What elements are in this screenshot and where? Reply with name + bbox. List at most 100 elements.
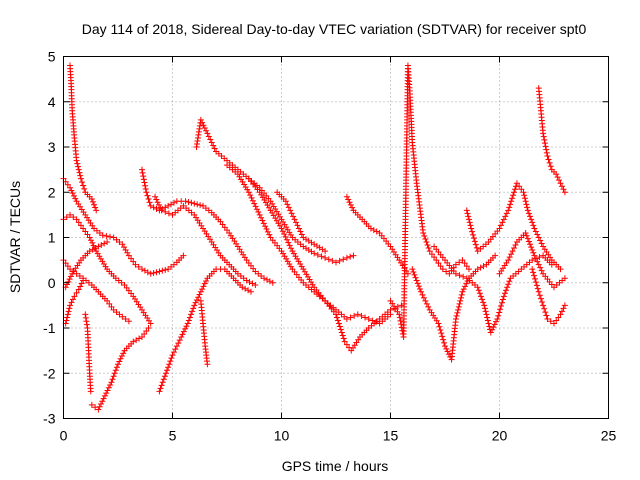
data-point [335, 320, 342, 327]
data-point [76, 169, 83, 176]
data-point [437, 263, 444, 270]
data-point [170, 349, 177, 356]
data-point [527, 213, 534, 220]
data-point [497, 306, 504, 313]
data-point [125, 252, 132, 259]
data-point [190, 305, 197, 312]
data-point [295, 225, 302, 232]
data-point [463, 207, 470, 214]
data-point [477, 264, 484, 271]
data-point [112, 367, 119, 374]
data-point [252, 282, 259, 289]
data-point [463, 280, 470, 287]
data-point [77, 172, 84, 179]
data-point [77, 283, 84, 290]
series-track-o [245, 175, 405, 354]
data-point [67, 211, 74, 218]
data-point [113, 364, 120, 371]
data-point [512, 186, 519, 193]
data-point [532, 275, 539, 282]
data-point [333, 314, 340, 321]
data-point [464, 210, 471, 217]
data-point [437, 326, 444, 333]
data-point [159, 379, 166, 386]
data-point [185, 199, 192, 206]
data-point [285, 239, 292, 246]
data-point [503, 210, 510, 217]
data-point [435, 260, 442, 267]
data-point [329, 257, 336, 264]
data-point [195, 294, 202, 301]
data-point [256, 211, 263, 218]
data-point [542, 309, 549, 316]
data-point [341, 338, 348, 345]
data-point [474, 284, 481, 291]
data-point [534, 258, 541, 265]
data-point [443, 268, 450, 275]
data-point [298, 231, 305, 238]
data-point [143, 189, 150, 196]
data-point [516, 183, 523, 190]
data-point [247, 288, 254, 295]
data-point [82, 228, 89, 235]
data-point [521, 195, 528, 202]
data-point [203, 277, 210, 284]
data-point [65, 278, 72, 285]
series-track-e [67, 62, 100, 214]
data-point [88, 401, 95, 408]
data-point [322, 254, 329, 261]
data-point [459, 288, 466, 295]
data-point [247, 192, 254, 199]
data-point [197, 116, 204, 123]
data-point [497, 222, 504, 229]
data-point [415, 283, 422, 290]
data-point [101, 392, 108, 399]
data-point [481, 305, 488, 312]
data-point [143, 328, 150, 335]
data-point [343, 193, 350, 200]
data-point [453, 312, 460, 319]
data-point [122, 315, 129, 322]
data-point [455, 303, 462, 310]
data-point [420, 294, 427, 301]
data-point [456, 300, 463, 307]
data-point [498, 303, 505, 310]
data-point [80, 225, 87, 232]
data-point [522, 229, 529, 236]
data-point [387, 306, 394, 313]
data-point [142, 182, 149, 189]
data-point [472, 241, 479, 248]
data-point [104, 297, 111, 304]
grid [63, 56, 609, 419]
data-point [484, 314, 491, 321]
data-point [350, 252, 357, 259]
data-point [150, 269, 157, 276]
data-point [130, 258, 137, 265]
data-point [422, 297, 429, 304]
data-point [537, 264, 544, 271]
data-point [179, 331, 186, 338]
data-point [287, 207, 294, 214]
data-point [132, 261, 139, 268]
data-point [493, 318, 500, 325]
data-point [339, 332, 346, 339]
data-point [297, 228, 304, 235]
data-point [63, 317, 70, 324]
data-point [541, 140, 548, 147]
data-point [351, 312, 358, 319]
data-point [333, 311, 339, 318]
data-point [465, 213, 472, 220]
data-point [527, 241, 534, 248]
data-point [419, 291, 426, 298]
data-point [532, 255, 539, 262]
data-point [508, 198, 515, 205]
data-point [322, 248, 329, 255]
data-point [343, 341, 350, 348]
data-point [545, 156, 552, 163]
data-point [184, 320, 191, 327]
series-track-k [156, 266, 254, 395]
data-point [369, 317, 376, 324]
data-point [73, 289, 80, 296]
series-track-v [529, 266, 568, 327]
data-point [459, 257, 466, 264]
